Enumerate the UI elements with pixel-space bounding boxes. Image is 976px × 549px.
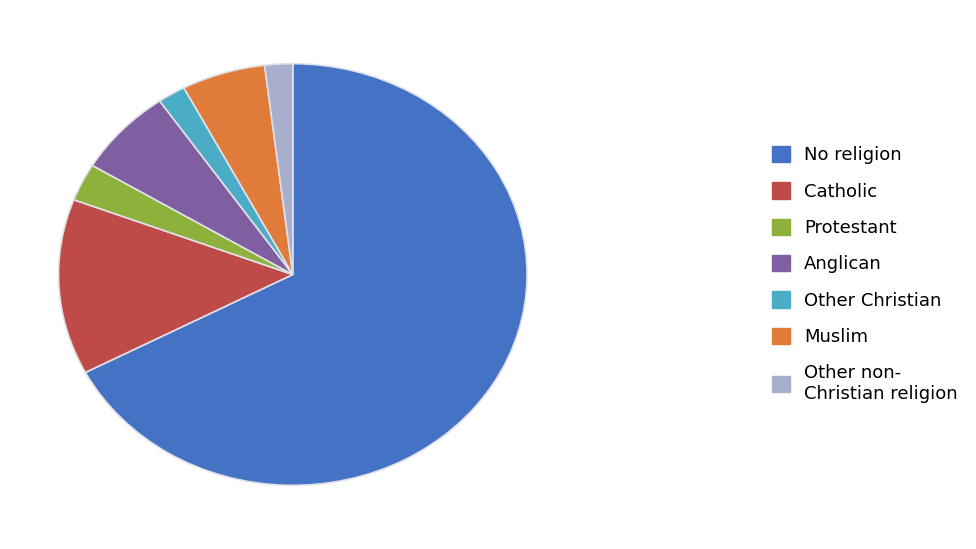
Wedge shape — [59, 200, 293, 372]
Legend: No religion, Catholic, Protestant, Anglican, Other Christian, Muslim, Other non-: No religion, Catholic, Protestant, Angli… — [763, 137, 967, 412]
Wedge shape — [93, 101, 293, 274]
Wedge shape — [264, 64, 293, 274]
Wedge shape — [183, 65, 293, 274]
Wedge shape — [160, 88, 293, 274]
Wedge shape — [85, 64, 527, 485]
Wedge shape — [74, 165, 293, 274]
